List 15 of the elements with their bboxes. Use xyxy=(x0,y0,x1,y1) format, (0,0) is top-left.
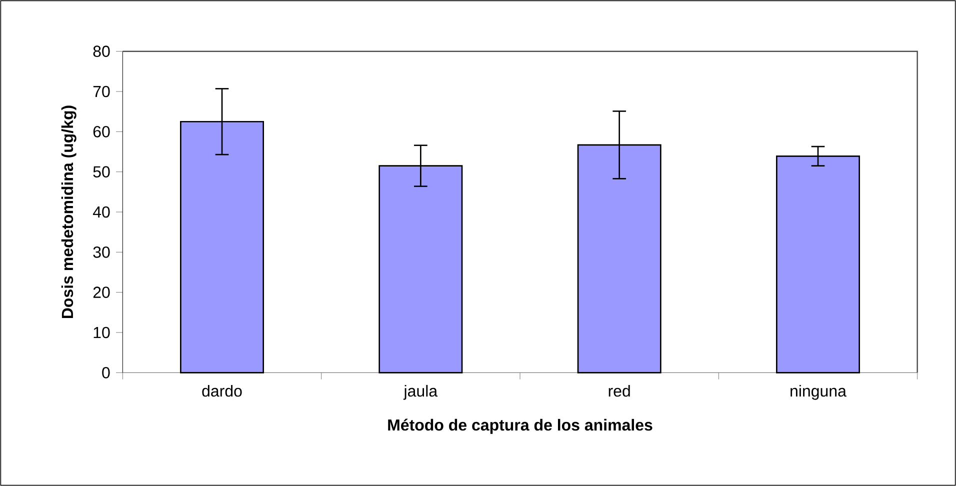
y-tick-label: 0 xyxy=(102,367,110,378)
x-axis-title: Método de captura de los animales xyxy=(388,418,652,434)
x-tick-label: jaula xyxy=(403,384,438,400)
y-axis-title: Dosis medetomidina (ug/kg) xyxy=(61,106,76,318)
x-tick-label: dardo xyxy=(202,384,242,397)
x-tick-label: ninguna xyxy=(790,384,846,400)
y-tick-label: 30 xyxy=(93,246,110,258)
y-tick-label: 60 xyxy=(93,126,110,138)
x-tick-label: red xyxy=(608,384,630,397)
y-tick-label: 10 xyxy=(94,326,110,338)
y-tick-label: 50 xyxy=(93,166,110,178)
y-tick-label: 40 xyxy=(92,206,110,218)
y-tick-label: 80 xyxy=(93,46,110,57)
y-tick-label: 20 xyxy=(93,286,110,298)
y-tick-label: 70 xyxy=(93,86,110,98)
